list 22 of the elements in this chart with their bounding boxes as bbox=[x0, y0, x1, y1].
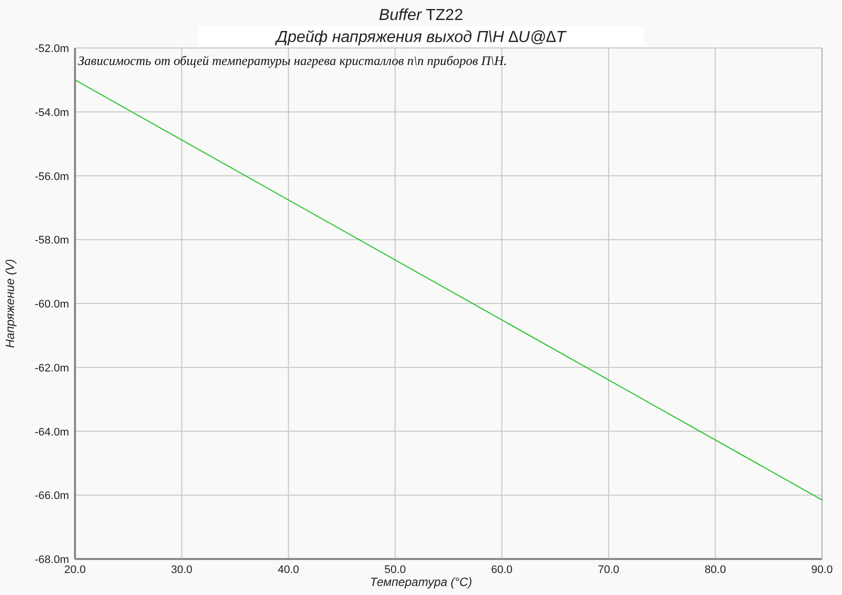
x-tick-label: 90.0 bbox=[811, 564, 833, 576]
y-tick-label: -60.0m bbox=[34, 298, 69, 310]
x-tick-label: 80.0 bbox=[704, 564, 726, 576]
chart-subtitle: Дрейф напряжения выход П\Н ∆U@∆T bbox=[274, 29, 567, 46]
y-tick-label: -62.0m bbox=[34, 362, 69, 374]
y-tick-label: -52.0m bbox=[34, 43, 69, 55]
x-tick-label: 50.0 bbox=[384, 564, 406, 576]
x-tick-label: 40.0 bbox=[278, 564, 300, 576]
x-tick-label: 70.0 bbox=[598, 564, 620, 576]
y-axis-title: Напряжение (V) bbox=[3, 259, 17, 348]
y-tick-label: -56.0m bbox=[34, 170, 69, 183]
x-tick-label: 60.0 bbox=[491, 564, 513, 576]
x-tick-label: 30.0 bbox=[171, 564, 192, 576]
y-tick-label: -68.0m bbox=[34, 554, 69, 566]
annotation: Зависимость от общей температуры нагрева кристаллов п\п приборов П\Н. bbox=[78, 53, 507, 68]
chart-title: Buffer TZ22 bbox=[378, 7, 464, 24]
y-tick-label: -64.0m bbox=[34, 426, 69, 438]
y-tick-label: -58.0m bbox=[34, 234, 69, 247]
y-tick-label: -54.0m bbox=[34, 106, 69, 119]
x-tick-label: 20.0 bbox=[64, 564, 86, 576]
x-axis-title: Температура (°C) bbox=[370, 575, 472, 589]
y-tick-label: -66.0m bbox=[34, 490, 69, 502]
